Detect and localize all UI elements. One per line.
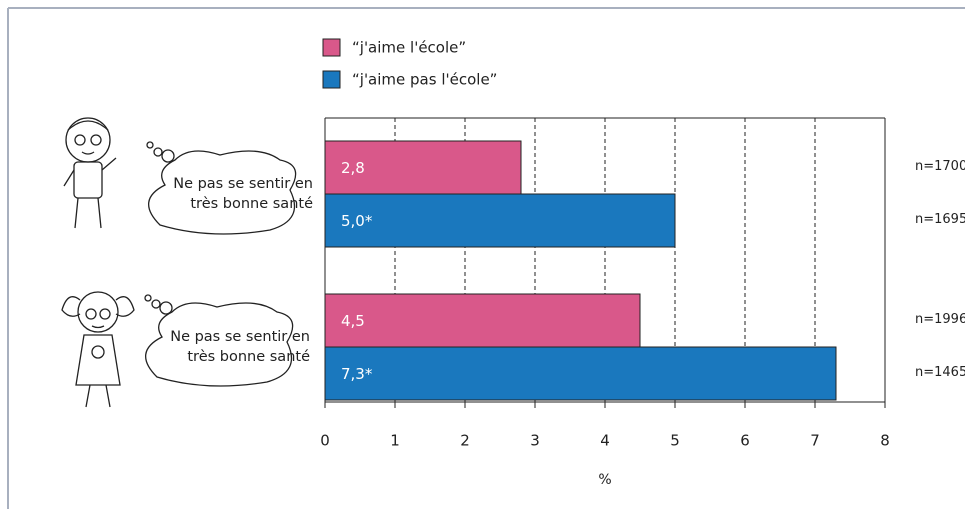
x-tick-label: 7 xyxy=(810,432,820,450)
x-tick-label: 4 xyxy=(600,432,610,450)
category-label: Ne pas se sentir en très bonne santé xyxy=(170,329,310,365)
illustration xyxy=(61,117,297,408)
bar xyxy=(324,140,522,195)
value-label: 5,0* xyxy=(341,212,373,230)
x-tick-label: 0 xyxy=(320,432,330,450)
legend-swatch xyxy=(322,70,341,89)
legend-label: “j'aime l'école” xyxy=(352,39,466,57)
n-label: n=1996 xyxy=(915,312,965,327)
x-tick-label: 3 xyxy=(530,432,540,450)
value-label: 7,3* xyxy=(341,365,373,383)
bar xyxy=(324,346,837,401)
legend-label: “j'aime pas l'école” xyxy=(352,71,497,89)
x-tick-label: 6 xyxy=(740,432,750,450)
x-axis-label: % xyxy=(598,472,611,488)
category-label: Ne pas se sentir en très bonne santé xyxy=(173,176,313,212)
n-label: n=1700 xyxy=(915,159,965,174)
x-tick-label: 1 xyxy=(390,432,400,450)
x-tick-label: 2 xyxy=(460,432,470,450)
bar xyxy=(324,193,676,248)
value-label: 4,5 xyxy=(341,312,365,330)
value-label: 2,8 xyxy=(341,159,365,177)
n-label: n=1465 xyxy=(915,365,965,380)
x-tick-label: 5 xyxy=(670,432,680,450)
bar xyxy=(324,293,641,348)
x-tick-label: 8 xyxy=(880,432,890,450)
n-label: n=1695 xyxy=(915,212,965,227)
legend-swatch xyxy=(322,38,341,57)
